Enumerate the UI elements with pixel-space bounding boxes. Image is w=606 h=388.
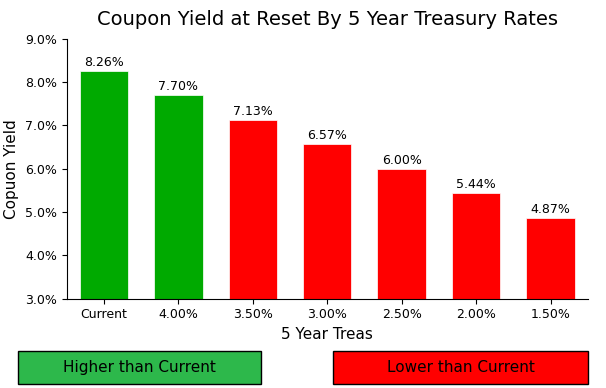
- X-axis label: 5 Year Treas: 5 Year Treas: [281, 327, 373, 342]
- Bar: [79, 71, 128, 299]
- Bar: [378, 169, 426, 299]
- Text: 5.44%: 5.44%: [456, 178, 496, 191]
- Bar: [527, 218, 574, 299]
- Bar: [154, 95, 202, 299]
- Text: 6.57%: 6.57%: [307, 129, 347, 142]
- Text: 7.13%: 7.13%: [233, 105, 273, 118]
- Text: 8.26%: 8.26%: [84, 56, 124, 69]
- Bar: [228, 120, 277, 299]
- Text: 6.00%: 6.00%: [382, 154, 422, 167]
- Bar: [303, 144, 351, 299]
- Y-axis label: Copuon Yield: Copuon Yield: [4, 119, 19, 219]
- Text: Higher than Current: Higher than Current: [63, 360, 216, 375]
- Title: Coupon Yield at Reset By 5 Year Treasury Rates: Coupon Yield at Reset By 5 Year Treasury…: [97, 10, 558, 29]
- Text: 7.70%: 7.70%: [158, 80, 198, 94]
- Bar: [452, 193, 501, 299]
- Text: 4.87%: 4.87%: [531, 203, 570, 216]
- Text: Lower than Current: Lower than Current: [387, 360, 534, 375]
